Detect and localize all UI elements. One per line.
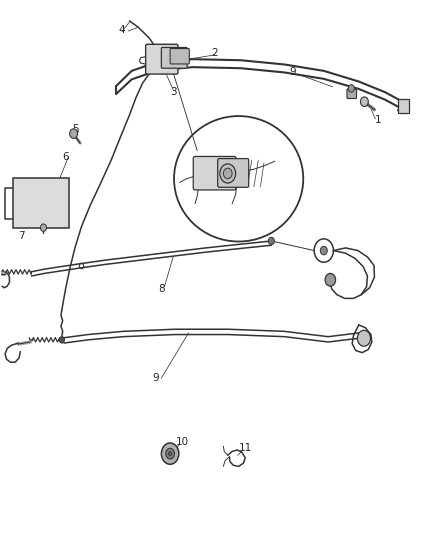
Text: 7: 7 [18, 231, 25, 241]
Circle shape [360, 97, 368, 107]
FancyBboxPatch shape [13, 177, 69, 228]
Text: 9: 9 [289, 68, 296, 77]
Circle shape [40, 224, 46, 231]
Circle shape [348, 85, 354, 92]
Circle shape [325, 273, 336, 286]
FancyBboxPatch shape [347, 89, 357, 99]
Circle shape [166, 448, 174, 459]
Text: 4: 4 [119, 25, 125, 35]
Circle shape [223, 168, 232, 179]
Text: 10: 10 [175, 437, 188, 447]
Text: 2: 2 [211, 48, 218, 58]
Text: 5: 5 [72, 124, 79, 134]
FancyBboxPatch shape [146, 44, 178, 74]
Circle shape [320, 246, 327, 255]
FancyBboxPatch shape [161, 47, 187, 68]
Circle shape [268, 237, 275, 245]
Circle shape [168, 451, 172, 456]
Circle shape [70, 129, 78, 139]
FancyBboxPatch shape [170, 49, 189, 64]
Text: 8: 8 [158, 284, 165, 294]
Text: 9: 9 [152, 373, 159, 383]
FancyBboxPatch shape [218, 159, 249, 187]
Text: 6: 6 [62, 152, 69, 162]
Text: 11: 11 [239, 443, 252, 453]
Text: 3: 3 [170, 87, 177, 97]
FancyBboxPatch shape [398, 99, 410, 113]
Text: 1: 1 [375, 115, 381, 125]
Circle shape [357, 330, 371, 346]
Circle shape [161, 443, 179, 464]
FancyBboxPatch shape [193, 157, 236, 190]
Circle shape [59, 337, 64, 343]
Circle shape [220, 164, 236, 183]
